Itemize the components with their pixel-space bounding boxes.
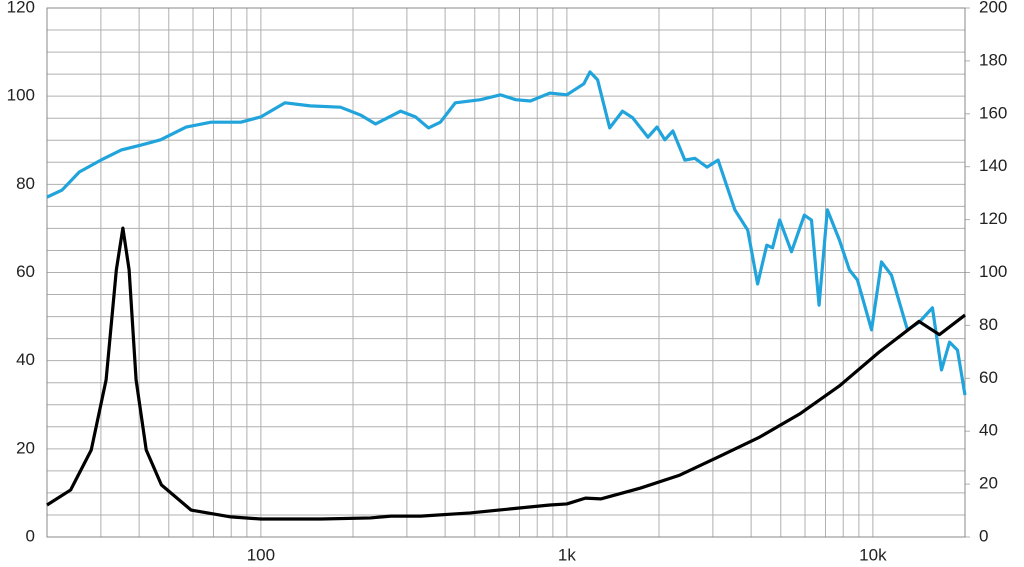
y-tick-label: 100 [7, 86, 35, 105]
y-tick-label: 60 [16, 262, 35, 281]
series-line [46, 70, 967, 396]
x-tick-label: 10k [859, 545, 887, 564]
y2-tick-label: 0 [979, 526, 988, 545]
y2-tick-label: 80 [979, 315, 998, 334]
y-tick-label: 120 [7, 0, 35, 16]
x-tick-label: 100 [247, 545, 275, 564]
plot-frame [46, 7, 966, 538]
y2-tick-label: 180 [979, 50, 1007, 69]
y2-tick-label: 200 [979, 0, 1007, 16]
y2-tick-label: 60 [979, 368, 998, 387]
y-tick-label: 20 [16, 438, 35, 457]
y-tick-label: 0 [26, 526, 35, 545]
y2-tick-label: 40 [979, 421, 998, 440]
y-tick-label: 40 [16, 350, 35, 369]
y-tick-label: 80 [16, 174, 35, 193]
y2-tick-label: 120 [979, 209, 1007, 228]
y2-tick-label: 160 [979, 103, 1007, 122]
y2-tick-label: 140 [979, 156, 1007, 175]
y2-tick-label: 20 [979, 474, 998, 493]
x-tick-label: 1k [558, 545, 576, 564]
series-line [46, 226, 966, 521]
y2-tick-label: 100 [979, 262, 1007, 281]
